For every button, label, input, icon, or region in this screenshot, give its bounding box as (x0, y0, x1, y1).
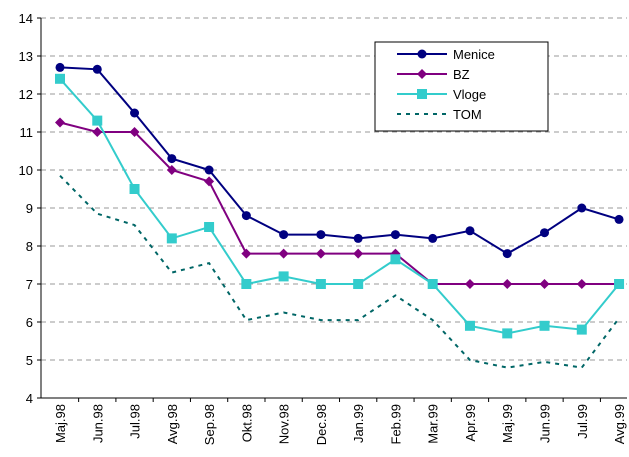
point (465, 226, 475, 236)
y-tick-label: 10 (19, 163, 33, 178)
point (129, 127, 140, 137)
series-line (59, 121, 620, 285)
y-tick-label: 13 (19, 49, 33, 64)
point (279, 230, 289, 240)
x-tick-label: Feb.99 (388, 404, 403, 444)
point (241, 211, 251, 221)
series-line (59, 78, 620, 335)
series-line (59, 174, 620, 369)
x-tick-label: Jul.98 (128, 404, 143, 439)
legend-marker (417, 69, 427, 79)
point (502, 249, 512, 259)
point (166, 165, 177, 175)
point (241, 248, 252, 259)
point (278, 271, 289, 282)
x-tick-label: Maj.99 (500, 404, 515, 443)
x-tick-label: Apr.99 (463, 404, 478, 442)
point (204, 222, 215, 232)
point (130, 108, 140, 118)
y-tick-label: 5 (26, 353, 33, 368)
x-tick-label: Dec.98 (314, 404, 329, 445)
point (390, 254, 401, 265)
y-tick-label: 14 (19, 11, 33, 26)
point (502, 279, 513, 289)
legend-box (374, 41, 549, 132)
point (55, 62, 65, 72)
point (316, 230, 326, 240)
point (129, 184, 140, 194)
point (577, 203, 587, 213)
point (315, 248, 326, 259)
legend-label: BZ (453, 67, 470, 82)
point (390, 230, 400, 240)
point (353, 233, 363, 243)
legend-marker (417, 89, 427, 99)
y-tick-label: 6 (26, 315, 33, 330)
x-tick-label: Avg.99 (612, 404, 627, 444)
y-tick-label: 4 (26, 391, 33, 406)
x-tick-label: Sep.98 (202, 404, 217, 445)
point (539, 320, 550, 331)
x-tick-label: Jun.99 (538, 404, 553, 443)
legend-marker (417, 49, 427, 59)
point (241, 279, 252, 289)
point (55, 117, 65, 128)
point (614, 214, 624, 224)
x-tick-label: Nov.98 (277, 404, 292, 444)
point (353, 248, 364, 259)
x-tick-label: Okt.98 (239, 404, 254, 442)
point (204, 176, 215, 187)
point (464, 279, 475, 289)
legend-label: Vloge (453, 87, 486, 102)
point (55, 73, 65, 84)
point (92, 127, 103, 137)
point (315, 279, 326, 289)
legend-label: TOM (453, 107, 482, 122)
x-tick-label: Jun.98 (90, 404, 105, 443)
y-tick-label: 9 (26, 201, 33, 216)
point (464, 320, 475, 331)
point (427, 279, 438, 289)
series-line (59, 66, 620, 255)
legend-label: Menice (453, 47, 495, 62)
y-tick-label: 7 (26, 277, 33, 292)
y-tick-label: 12 (19, 87, 33, 102)
point (204, 165, 214, 175)
x-tick-label: Jul.99 (575, 404, 590, 439)
point (540, 228, 550, 238)
point (428, 233, 438, 243)
y-tick-label: 8 (26, 239, 33, 254)
point (167, 154, 177, 164)
point (539, 279, 550, 289)
point (576, 324, 587, 335)
point (614, 279, 625, 289)
point (278, 248, 289, 259)
x-tick-label: Mar.99 (426, 404, 441, 444)
point (353, 279, 364, 289)
point (92, 64, 102, 74)
point (502, 328, 513, 339)
x-tick-label: Avg.98 (165, 404, 180, 444)
point (576, 279, 587, 289)
x-tick-label: Maj.98 (53, 404, 68, 443)
x-tick-label: Jan.99 (351, 404, 366, 443)
point (166, 233, 177, 244)
point (92, 115, 103, 126)
y-tick-label: 11 (20, 125, 34, 140)
